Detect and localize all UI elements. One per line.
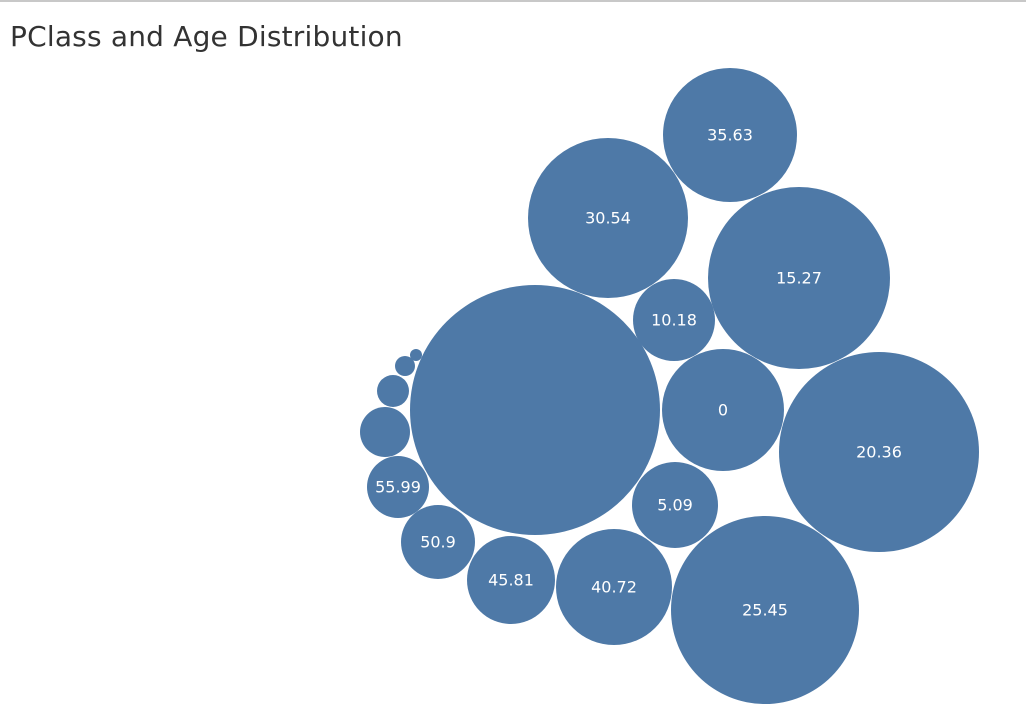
bubble-circle <box>671 516 859 704</box>
bubble-circle <box>632 462 718 548</box>
bubble[interactable]: 5.09 <box>632 462 718 548</box>
bubble[interactable]: 25.45 <box>671 516 859 704</box>
bubble-circle <box>779 352 979 552</box>
bubble[interactable]: 50.9 <box>401 505 475 579</box>
bubble-circle <box>708 187 890 369</box>
bubble[interactable]: 30.54 <box>528 138 688 298</box>
bubble-label: 50.9 <box>420 533 456 552</box>
bubble-circle <box>663 68 797 202</box>
bubble[interactable]: 20.36 <box>779 352 979 552</box>
bubble[interactable] <box>395 356 415 376</box>
top-divider <box>0 0 1026 2</box>
chart-title: PClass and Age Distribution <box>10 20 403 53</box>
bubble[interactable]: 35.63 <box>663 68 797 202</box>
bubble[interactable]: 45.81 <box>467 536 555 624</box>
bubble-label: 55.99 <box>375 478 421 497</box>
bubble-circle <box>467 536 555 624</box>
bubble-circle <box>395 356 415 376</box>
bubble-label: 20.36 <box>856 443 902 462</box>
bubble-circle <box>367 456 429 518</box>
bubble-circle <box>556 529 672 645</box>
bubble-label: 35.63 <box>707 126 753 145</box>
bubble[interactable]: 0 <box>662 349 784 471</box>
bubble[interactable] <box>360 407 410 457</box>
bubble-circle <box>410 285 660 535</box>
bubble-label: 45.81 <box>488 571 534 590</box>
bubble-label: 25.45 <box>742 601 788 620</box>
bubble-circle <box>410 349 422 361</box>
bubble-label: 5.09 <box>657 496 693 515</box>
bubble-label: 0 <box>718 401 728 420</box>
bubble-label: 15.27 <box>776 269 822 288</box>
bubble[interactable] <box>410 285 660 535</box>
bubble-circle <box>633 279 715 361</box>
bubble-label: 10.18 <box>651 311 697 330</box>
bubble[interactable]: 55.99 <box>367 456 429 518</box>
bubble-circle <box>528 138 688 298</box>
bubble[interactable]: 15.27 <box>708 187 890 369</box>
bubble-circle <box>662 349 784 471</box>
bubble-label: 40.72 <box>591 578 637 597</box>
bubble[interactable]: 40.72 <box>556 529 672 645</box>
bubble[interactable]: 10.18 <box>633 279 715 361</box>
bubble[interactable] <box>377 375 409 407</box>
bubble[interactable] <box>410 349 422 361</box>
bubble-circle <box>377 375 409 407</box>
bubble-label: 30.54 <box>585 209 631 228</box>
bubble-circle <box>401 505 475 579</box>
bubble-circle <box>360 407 410 457</box>
